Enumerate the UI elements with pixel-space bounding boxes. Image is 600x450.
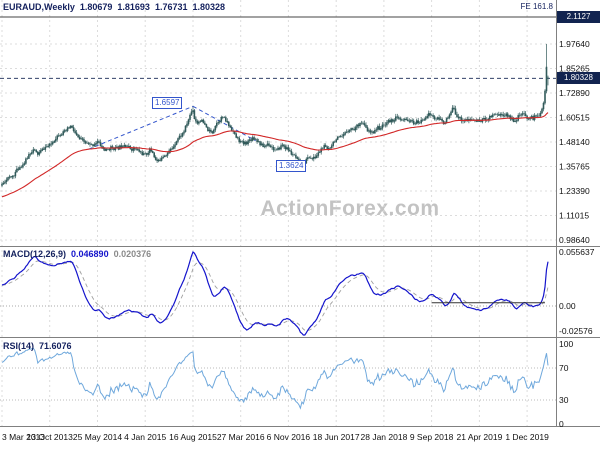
macd-axis[interactable]: 0.055637 0.00 -0.02576: [559, 247, 595, 336]
high-value: 1.81693: [117, 2, 150, 12]
candle-wicks: [1, 44, 549, 188]
date-label: 1 Dec 2019: [505, 432, 549, 442]
macd-header: MACD(12,26,9) 0.046890 0.020376: [3, 249, 156, 259]
symbol-label: EURAUD,Weekly: [3, 2, 75, 12]
price-axis-label: 1.35765: [559, 162, 590, 172]
price-axis-label: 1.23390: [559, 186, 590, 196]
price-axis-label: 1.48140: [559, 137, 590, 147]
close-value: 1.80328: [192, 2, 226, 12]
rsi-value: 71.6076: [39, 341, 72, 351]
price-trendline[interactable]: [88, 105, 194, 150]
symbol-ohlc-header: EURAUD,Weekly 1.80679 1.81693 1.76731 1.8032…: [3, 2, 230, 12]
macd-signal-value: 0.020376: [113, 249, 152, 259]
separators: [0, 0, 600, 427]
rsi-axis-label: 30: [559, 395, 569, 405]
low-value: 1.76731: [154, 2, 188, 12]
price-axis[interactable]: 1.97640 1.85265 1.72890 1.60515 1.48140 1.357…: [559, 39, 590, 245]
date-label: 13 Oct 2013: [27, 432, 74, 442]
macd-signal-line: [1, 260, 549, 332]
date-label: 6 Nov 2016: [267, 432, 311, 442]
date-label: 18 Jun 2017: [313, 432, 360, 442]
candle-bodies: [1, 66, 549, 186]
rsi-axis[interactable]: 100 70 30 0: [559, 339, 573, 429]
date-label: 21 Apr 2019: [456, 432, 502, 442]
open-value: 1.80679: [79, 2, 113, 12]
macd-main-value: 0.046890: [71, 249, 109, 259]
ema-line: [1, 112, 549, 198]
annotation-peak-label[interactable]: 1.6597: [152, 97, 183, 109]
fib-axis-price-box: 2.1127: [557, 11, 600, 23]
macd-main-line: [1, 250, 549, 336]
rsi-header: RSI(14) 71.6076: [3, 341, 77, 351]
candles-layer[interactable]: [1, 44, 549, 188]
date-label: 27 Mar 2016: [217, 432, 265, 442]
rsi-line: [1, 347, 549, 410]
price-axis-label: 0.98640: [559, 235, 590, 245]
fib-extension-label[interactable]: FE 161.8: [520, 2, 553, 11]
rsi-axis-label: 70: [559, 363, 569, 373]
grid-layer: [0, 0, 556, 426]
date-label: 28 Jan 2018: [361, 432, 408, 442]
macd-title: MACD(12,26,9): [3, 249, 67, 259]
date-label: 4 Jan 2015: [124, 432, 166, 442]
price-axis-label: 1.11015: [559, 211, 589, 221]
annotation-trough-label[interactable]: 1.3624: [276, 160, 307, 172]
rsi-axis-label: 0: [559, 419, 564, 429]
price-axis-label: 1.72890: [559, 88, 590, 98]
watermark: ActionForex.com: [260, 197, 440, 220]
current-price-box: 1.80328: [557, 72, 600, 84]
macd-axis-label: 0.055637: [559, 247, 595, 257]
rsi-title: RSI(14): [3, 341, 35, 351]
date-label: 3 Mar 2013: [2, 432, 45, 442]
price-axis-label: 1.60515: [559, 113, 590, 123]
date-label: 9 Sep 2018: [410, 432, 454, 442]
price-trendline[interactable]: [192, 105, 256, 142]
macd-axis-label: 0.00: [559, 301, 576, 311]
price-axis-label: 1.85265: [559, 64, 590, 74]
rsi-axis-label: 100: [559, 339, 573, 349]
date-label: 25 May 2014: [73, 432, 122, 442]
date-label: 16 Aug 2015: [169, 432, 217, 442]
price-axis-label: 1.97640: [559, 39, 590, 49]
macd-axis-label: -0.02576: [559, 326, 593, 336]
